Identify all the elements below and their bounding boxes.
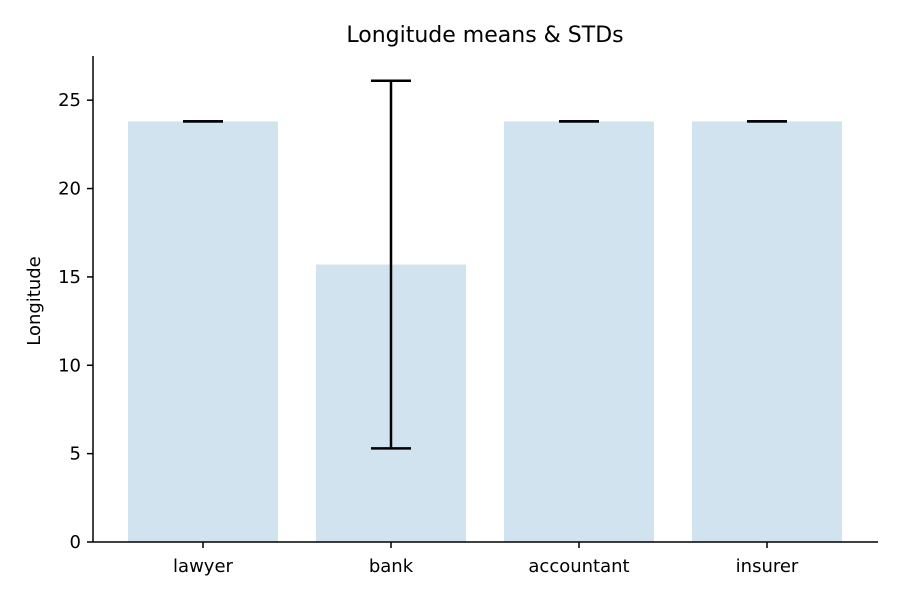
y-tick-label-5: 5	[70, 444, 81, 465]
x-tick-label-insurer: insurer	[736, 556, 799, 577]
bars-group	[128, 121, 842, 542]
x-ticks-group: lawyer bank accountant insurer	[173, 542, 799, 577]
chart-title: Longitude means & STDs	[346, 23, 623, 48]
y-tick-label-0: 0	[70, 532, 81, 553]
y-axis-label: Longitude	[24, 256, 45, 346]
bar-insurer	[692, 121, 842, 542]
bar-lawyer	[128, 121, 278, 542]
y-ticks-group: 0 5 10 15 20 25	[58, 90, 93, 553]
y-tick-label-15: 15	[58, 267, 81, 288]
x-tick-label-bank: bank	[369, 556, 414, 577]
y-tick-label-10: 10	[58, 355, 81, 376]
x-tick-label-lawyer: lawyer	[173, 556, 233, 577]
y-tick-label-20: 20	[58, 179, 81, 200]
y-tick-label-25: 25	[58, 90, 81, 111]
bar-accountant	[504, 121, 654, 542]
error-bars-group	[183, 79, 787, 450]
x-tick-label-accountant: accountant	[528, 556, 629, 577]
